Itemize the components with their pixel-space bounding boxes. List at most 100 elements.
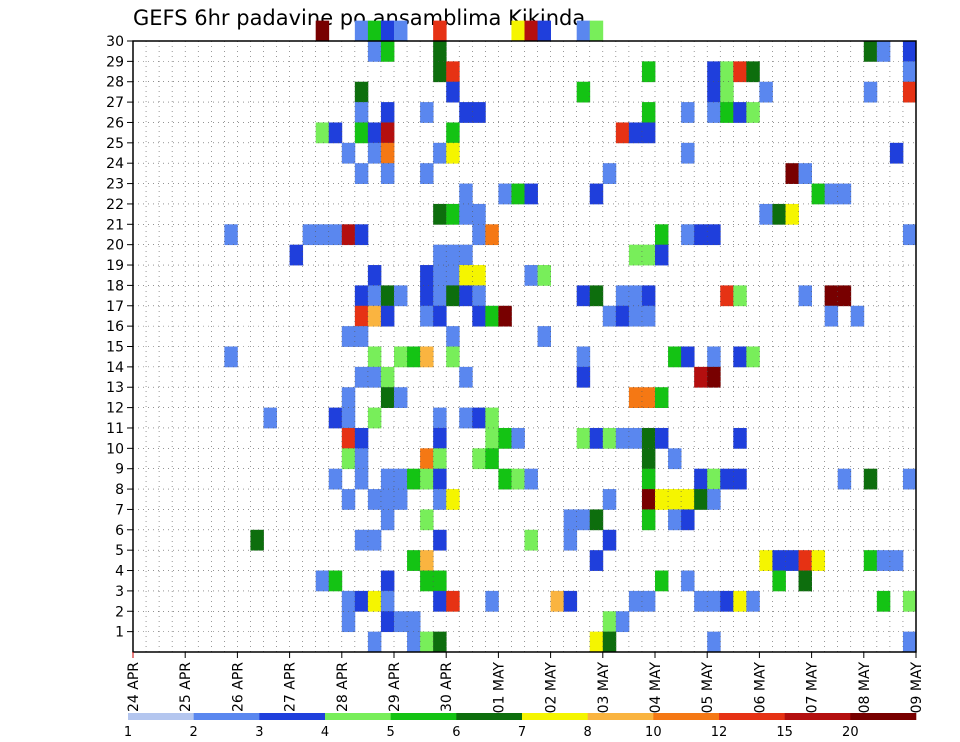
- heatmap-cell: [354, 529, 369, 551]
- heatmap-cell: [472, 203, 486, 225]
- heatmap-cell: [341, 387, 356, 408]
- heatmap-cell: [472, 448, 486, 470]
- heatmap-cell: [615, 122, 630, 144]
- heatmap-cell: [328, 407, 343, 429]
- heatmap-cell: [602, 631, 617, 653]
- heatmap-cell: [446, 346, 460, 368]
- colorbar-swatch: [587, 713, 654, 720]
- heatmap-cell: [641, 285, 656, 307]
- heatmap-cell: [720, 468, 734, 490]
- heatmap-cell: [641, 448, 656, 470]
- heatmap-cell: [367, 631, 382, 653]
- heatmap-cell: [459, 183, 473, 205]
- heatmap-cell: [681, 224, 695, 246]
- x-tick-label: 09 MAY: [909, 662, 925, 714]
- heatmap-cell: [341, 489, 356, 510]
- heatmap-cell: [563, 529, 578, 551]
- heatmap-cells: [224, 20, 917, 653]
- heatmap-cell: [681, 142, 695, 164]
- heatmap-cell: [459, 102, 473, 123]
- heatmap-cell: [707, 366, 721, 388]
- colorbar-label: 6: [452, 725, 460, 740]
- heatmap-cell: [733, 468, 747, 490]
- heatmap-cell: [863, 41, 878, 62]
- heatmap-cell: [224, 224, 238, 246]
- heatmap-cell: [341, 224, 356, 246]
- colorbar-swatch: [325, 713, 391, 720]
- heatmap-cell: [641, 590, 656, 612]
- heatmap-cell: [433, 285, 447, 307]
- x-tick-label: 01 MAY: [491, 662, 507, 714]
- heatmap-cell: [641, 102, 656, 123]
- heatmap-cell: [655, 570, 669, 592]
- heatmap-cell: [733, 285, 747, 307]
- colorbar-label: 7: [518, 725, 526, 740]
- heatmap-cell: [641, 61, 656, 83]
- heatmap-cell: [863, 550, 878, 571]
- heatmap-cell: [785, 550, 799, 571]
- heatmap-cell: [420, 631, 434, 653]
- heatmap-cell: [367, 529, 382, 551]
- y-tick-label: 28: [106, 75, 124, 91]
- heatmap-cell: [446, 122, 460, 144]
- colorbar-swatch: [456, 713, 523, 720]
- heatmap-cell: [394, 489, 408, 510]
- y-tick-label: 11: [106, 421, 124, 437]
- heatmap-cell: [485, 590, 499, 612]
- heatmap-cell: [772, 203, 786, 225]
- heatmap-cell: [446, 142, 460, 164]
- heatmap-cell: [602, 489, 617, 510]
- heatmap-cell: [472, 407, 486, 429]
- colorbar-swatch: [784, 713, 851, 720]
- heatmap-cell: [354, 20, 369, 42]
- y-tick-label: 23: [106, 177, 124, 193]
- heatmap-cell: [798, 285, 812, 307]
- heatmap-cell: [394, 387, 408, 408]
- heatmap-cell: [628, 387, 643, 408]
- x-tick-label: 03 MAY: [596, 662, 612, 714]
- x-tick-label: 06 MAY: [752, 662, 768, 714]
- heatmap-cell: [380, 20, 395, 42]
- heatmap-cell: [876, 590, 891, 612]
- heatmap-cell: [733, 590, 747, 612]
- heatmap-cell: [354, 326, 369, 347]
- heatmap-cell: [328, 468, 343, 490]
- heatmap-cell: [446, 203, 460, 225]
- colorbar-swatch: [850, 713, 917, 720]
- heatmap-cell: [394, 346, 408, 368]
- heatmap-cell: [733, 102, 747, 123]
- heatmap-cell: [733, 61, 747, 83]
- colorbar-label: 15: [776, 725, 793, 740]
- heatmap-cell: [876, 550, 891, 571]
- y-tick-label: 16: [106, 319, 124, 335]
- heatmap-cell: [224, 346, 238, 368]
- y-tick-label: 9: [115, 462, 124, 478]
- heatmap-cell: [433, 305, 447, 327]
- y-tick-label: 13: [106, 380, 124, 396]
- heatmap-cell: [250, 529, 264, 551]
- y-tick-label: 17: [106, 299, 124, 315]
- heatmap-cell: [354, 427, 369, 449]
- y-tick-label: 25: [106, 136, 124, 152]
- heatmap-cell: [641, 489, 656, 510]
- heatmap-cell: [459, 265, 473, 286]
- y-tick-label: 3: [115, 584, 124, 600]
- y-tick-label: 29: [106, 54, 124, 70]
- x-tick-label: 07 MAY: [805, 662, 821, 714]
- heatmap-cell: [563, 590, 578, 612]
- heatmap-cell: [589, 509, 604, 531]
- y-tick-label: 24: [106, 156, 124, 172]
- heatmap-cell: [367, 285, 382, 307]
- colorbar-swatch: [128, 713, 194, 720]
- heatmap-cell: [446, 285, 460, 307]
- y-tick-label: 6: [115, 523, 124, 539]
- heatmap-cell: [498, 427, 512, 449]
- heatmap-cell: [589, 20, 604, 42]
- heatmap-cell: [446, 244, 460, 266]
- heatmap-cell: [863, 81, 878, 103]
- heatmap-cell: [511, 20, 525, 42]
- heatmap-cell: [576, 427, 591, 449]
- heatmap-cell: [537, 265, 551, 286]
- heatmap-cell: [407, 550, 421, 571]
- x-tick-label: 05 MAY: [700, 662, 716, 714]
